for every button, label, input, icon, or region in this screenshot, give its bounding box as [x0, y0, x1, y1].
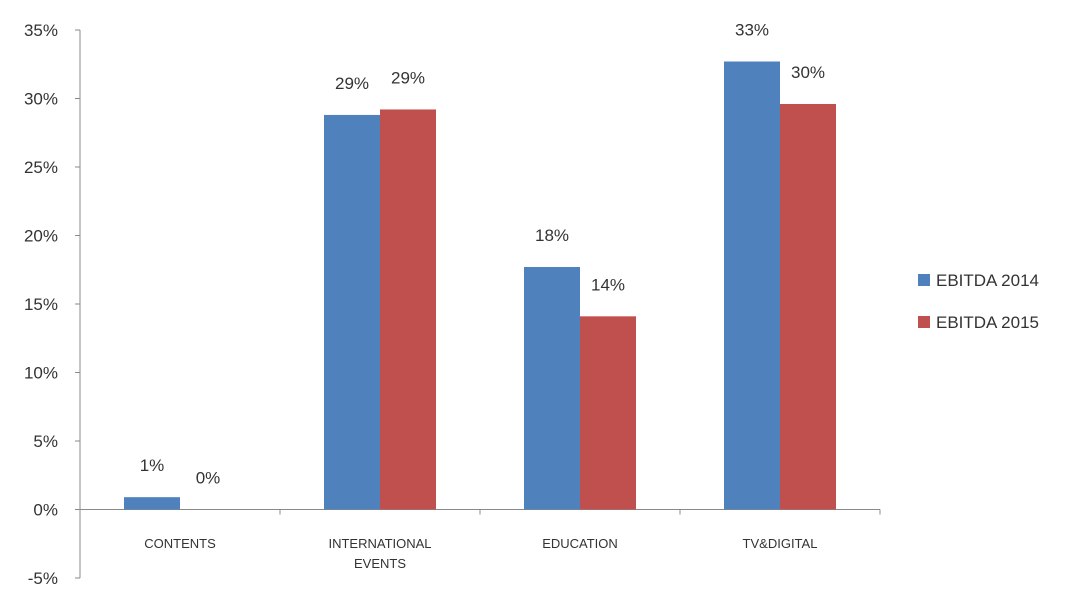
bar-ebitda-2015 — [580, 316, 636, 510]
bar-ebitda-2014 — [324, 114, 380, 510]
bar-ebitda-2014 — [724, 61, 780, 510]
y-tick-label: 5% — [33, 432, 58, 451]
y-tick-label: 25% — [24, 158, 58, 177]
data-label: 14% — [591, 275, 625, 294]
category-label: EVENTS — [354, 556, 406, 571]
bar-ebitda-2015 — [780, 103, 836, 510]
legend-swatch — [918, 316, 930, 328]
legend-label: EBITDA 2014 — [936, 271, 1039, 290]
y-tick-label: 35% — [24, 21, 58, 40]
data-label: 29% — [391, 68, 425, 87]
y-tick-label: 15% — [24, 295, 58, 314]
data-label: 1% — [140, 456, 165, 475]
bar-ebitda-2015 — [380, 109, 436, 510]
y-tick-label: 10% — [24, 364, 58, 383]
y-tick-label: 20% — [24, 227, 58, 246]
axes-layer: 35% 30% 25% 20% 15% 10% 5% 0% -5% CONTENTS INTERNA… — [24, 21, 881, 588]
category-label: EDUCATION — [542, 536, 618, 551]
category-label: TV&DIGITAL — [743, 536, 818, 551]
y-tick-label: 30% — [24, 90, 58, 109]
bars-layer — [124, 61, 836, 510]
bar-ebitda-2014 — [124, 497, 180, 510]
y-tick-label: -5% — [28, 569, 58, 588]
y-tick-label: 0% — [33, 501, 58, 520]
category-label: CONTENTS — [144, 536, 216, 551]
legend-swatch — [918, 274, 930, 286]
legend-label: EBITDA 2015 — [936, 313, 1039, 332]
data-label: 30% — [791, 63, 825, 82]
data-label: 18% — [535, 226, 569, 245]
bar-ebitda-2014 — [524, 267, 580, 510]
labels-layer: 1% 29% 18% 33% 0% 29% 14% 30% — [140, 21, 825, 488]
legend: EBITDA 2014 EBITDA 2015 — [918, 271, 1039, 332]
data-label: 29% — [335, 74, 369, 93]
data-label: 33% — [735, 21, 769, 40]
category-label: INTERNATIONAL — [328, 536, 431, 551]
data-label: 0% — [196, 469, 221, 488]
